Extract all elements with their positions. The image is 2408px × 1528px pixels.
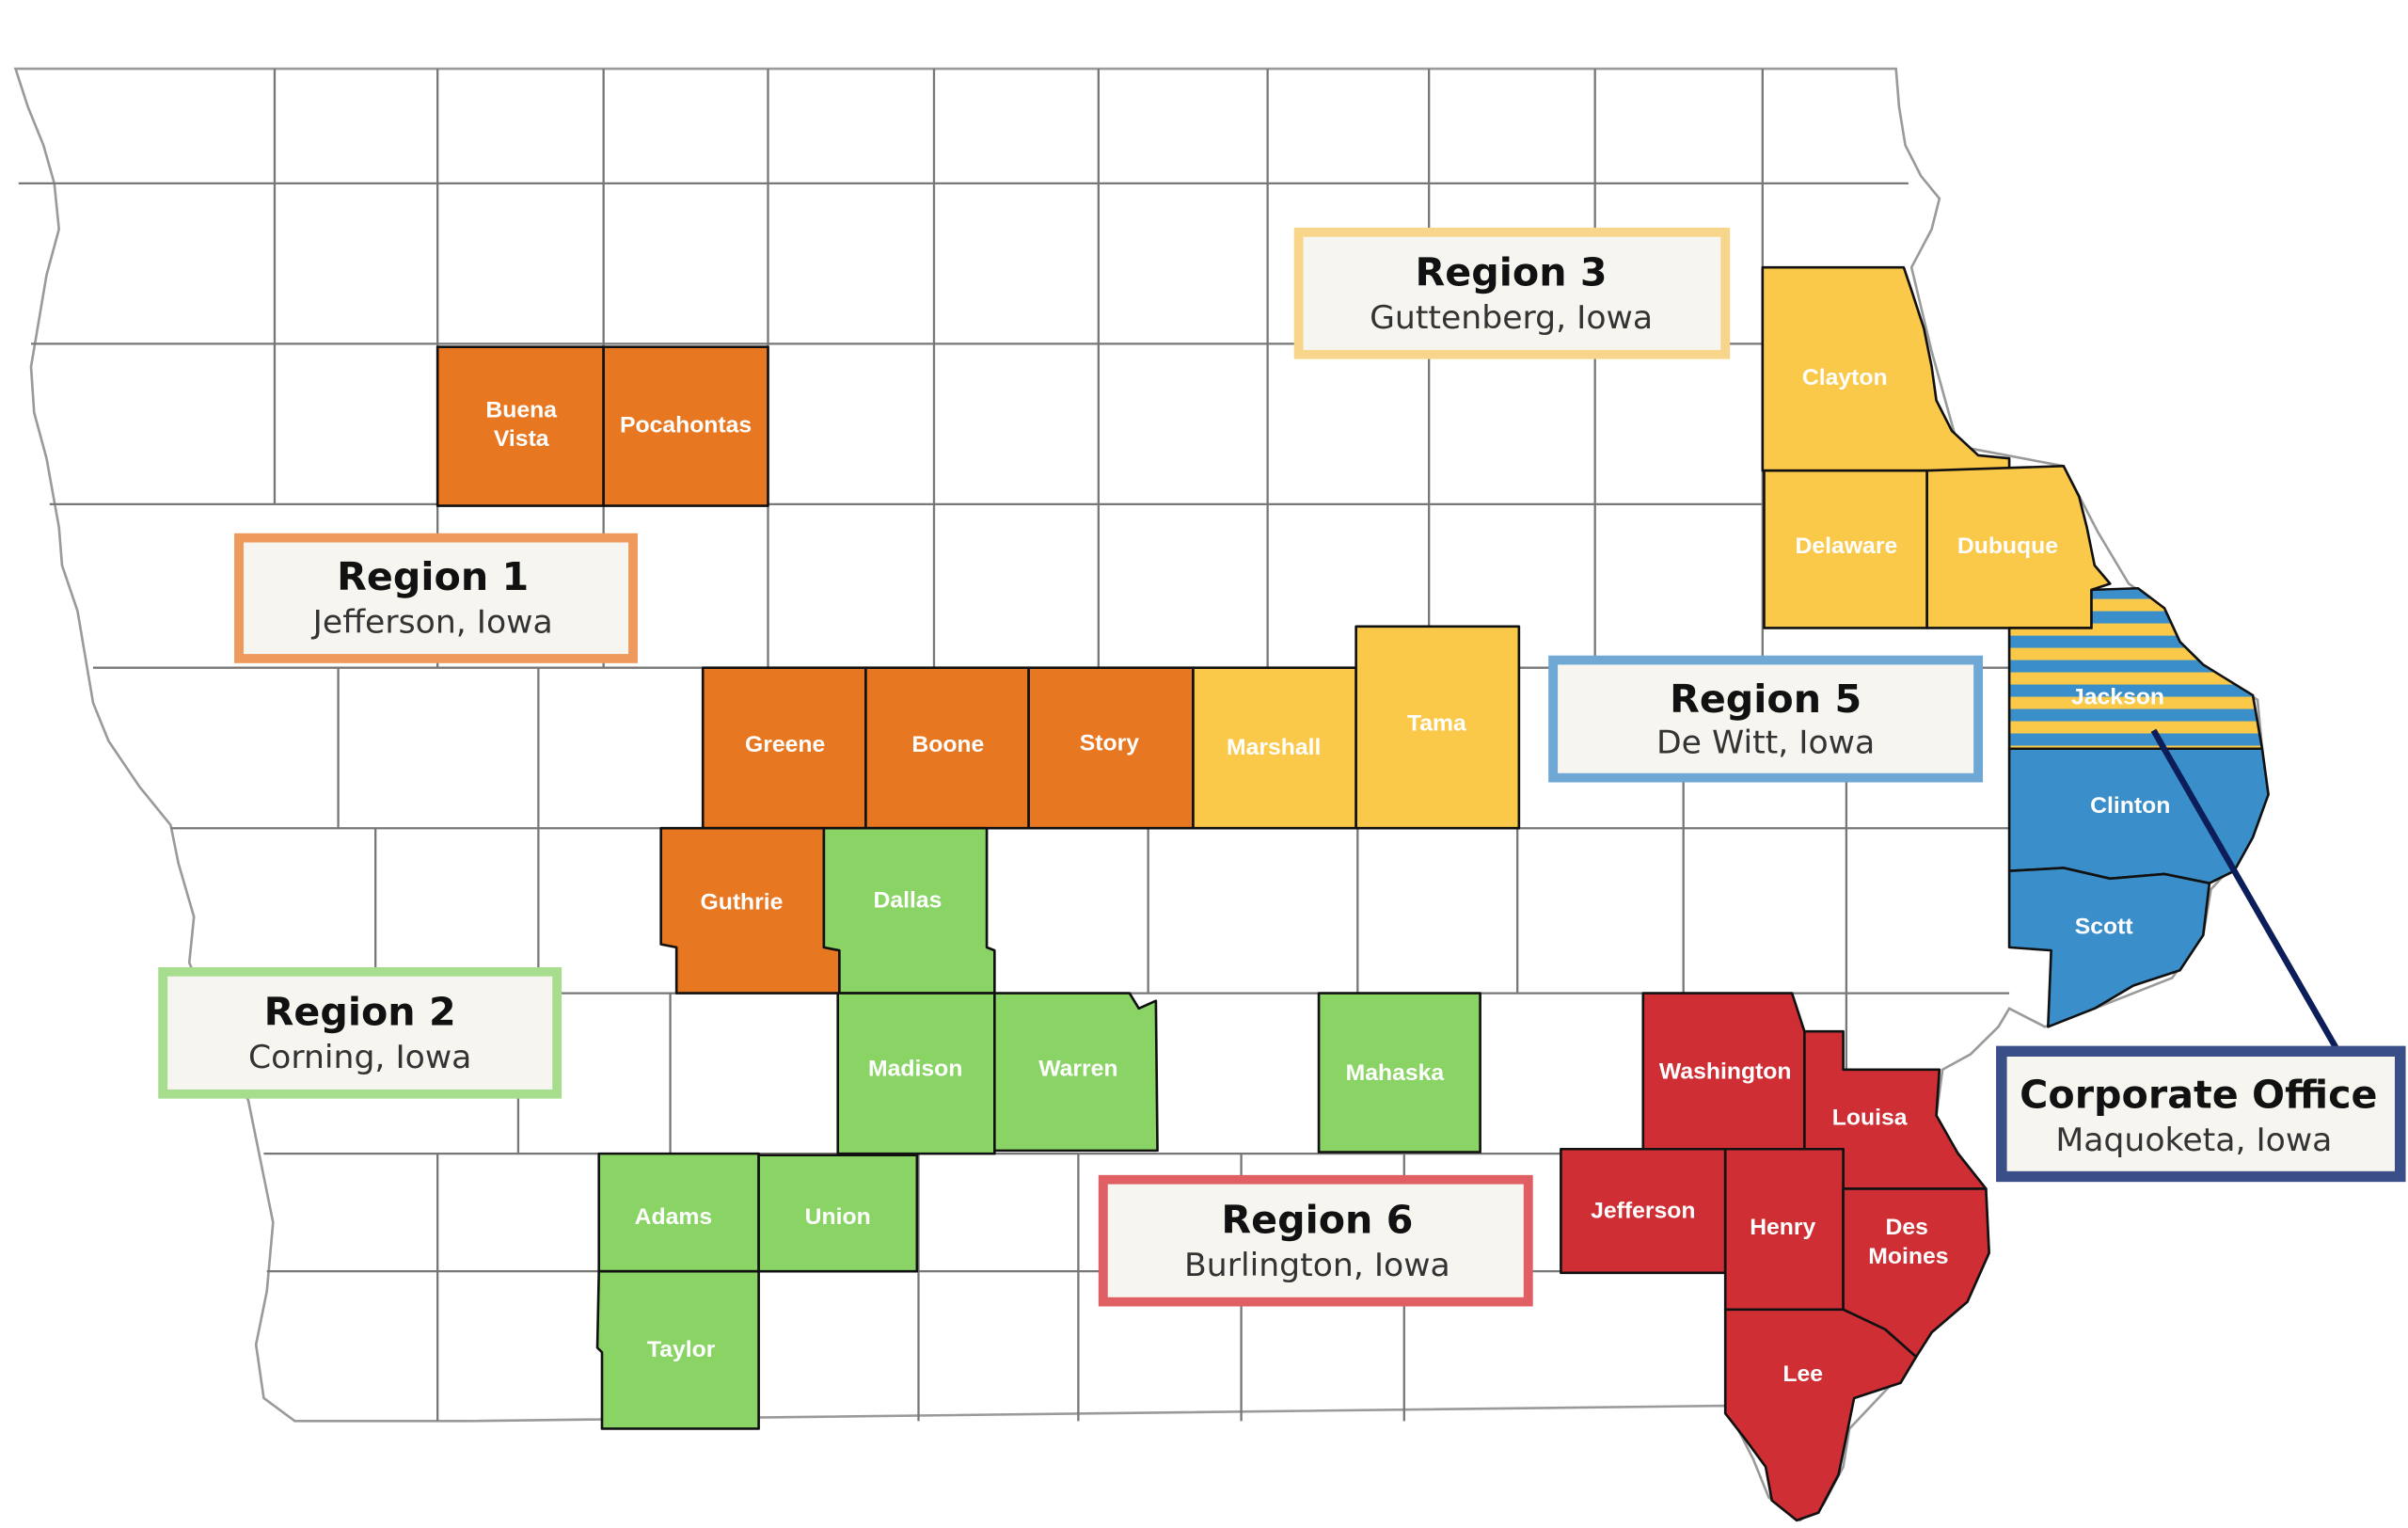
county-union[interactable] [757, 1154, 919, 1273]
region6-city: Burlington, Iowa [1184, 1247, 1450, 1284]
county-label-jackson: Jackson [2071, 685, 2164, 710]
county-greene[interactable] [701, 666, 867, 830]
county-buena-vista[interactable] [436, 345, 605, 507]
county-label-madison: Madison [868, 1056, 962, 1081]
county-label-mahaska: Mahaska [1346, 1060, 1445, 1086]
region2-counties [595, 826, 1481, 1430]
county-label-clinton: Clinton [2090, 793, 2170, 819]
county-marshall[interactable] [1192, 666, 1357, 830]
region1-label-box: Region 1 Jefferson, Iowa [234, 533, 638, 663]
county-labels: Buena Vista Pocahontas Greene Boone Stor… [485, 365, 2170, 1387]
county-label-des-moines-line1: Des [1886, 1215, 1928, 1240]
region6-counties [1560, 992, 1990, 1522]
region2-label-box: Region 2 Corning, Iowa [158, 966, 562, 1099]
county-label-dallas: Dallas [874, 888, 943, 914]
county-label-buena-vista-line2: Vista [494, 426, 549, 452]
county-label-boone: Boone [911, 732, 984, 757]
region1-title: Region 1 [337, 554, 529, 599]
corporate-office-label-box: Corporate Office Maquoketa, Iowa [1996, 1045, 2406, 1183]
region1-city: Jefferson, Iowa [311, 604, 553, 642]
county-boone[interactable] [864, 666, 1030, 830]
county-label-union: Union [805, 1204, 871, 1230]
county-label-guthrie: Guthrie [700, 889, 783, 915]
county-label-story: Story [1080, 731, 1140, 756]
county-label-pocahontas: Pocahontas [620, 413, 752, 438]
region3-box [1293, 227, 1731, 359]
region6-title: Region 6 [1221, 1198, 1413, 1243]
corporate-office-city: Maquoketa, Iowa [2055, 1122, 2332, 1159]
region6-box [1098, 1174, 1533, 1307]
county-label-washington: Washington [1659, 1059, 1792, 1085]
corporate-office-box [1996, 1045, 2406, 1183]
office-pointer-line [2150, 728, 2343, 1057]
region1-counties [436, 345, 1195, 995]
region6-label-box: Region 6 Burlington, Iowa [1098, 1174, 1533, 1307]
county-label-lee: Lee [1782, 1361, 1823, 1387]
county-pocahontas[interactable] [602, 345, 769, 507]
county-label-buena-vista-line1: Buena [485, 398, 557, 423]
county-mahaska[interactable] [1317, 992, 1481, 1154]
county-delaware[interactable] [1763, 469, 1928, 629]
county-label-tama: Tama [1407, 710, 1466, 736]
county-label-taylor: Taylor [647, 1337, 716, 1362]
county-label-marshall: Marshall [1227, 735, 1321, 760]
county-label-scott: Scott [2075, 914, 2133, 939]
county-lee[interactable] [1723, 1308, 1918, 1522]
region2-box [158, 966, 562, 1099]
corporate-office-title: Corporate Office [2020, 1073, 2377, 1118]
region3-city: Guttenberg, Iowa [1370, 299, 1653, 337]
county-warren[interactable] [993, 992, 1159, 1153]
county-story[interactable] [1027, 666, 1195, 830]
region2-city: Corning, Iowa [248, 1039, 471, 1076]
county-label-delaware: Delaware [1796, 533, 1898, 559]
region3-title: Region 3 [1416, 250, 1608, 295]
county-label-greene: Greene [745, 732, 825, 757]
region3-counties [1192, 265, 2112, 830]
county-label-adams: Adams [635, 1204, 712, 1230]
county-label-warren: Warren [1038, 1056, 1117, 1081]
county-label-louisa: Louisa [1832, 1105, 1908, 1130]
county-taylor[interactable] [595, 1269, 760, 1430]
region1-box [234, 533, 638, 663]
county-label-jefferson: Jefferson [1591, 1198, 1695, 1223]
region2-title: Region 2 [264, 990, 456, 1035]
county-label-clayton: Clayton [1802, 365, 1888, 390]
region5-counties [2007, 586, 2270, 1028]
region3-label-box: Region 3 Guttenberg, Iowa [1293, 227, 1731, 359]
county-tama[interactable] [1354, 625, 1521, 830]
region5-box [1548, 655, 1984, 783]
region5-city: De Witt, Iowa [1656, 724, 1875, 762]
region5-title: Region 5 [1670, 676, 1861, 722]
county-scott[interactable] [2007, 867, 2211, 1028]
county-jefferson[interactable] [1560, 1147, 1727, 1275]
county-label-henry: Henry [1750, 1215, 1815, 1240]
region5-label-box: Region 5 De Witt, Iowa [1548, 655, 1984, 783]
county-label-dubuque: Dubuque [1957, 533, 2058, 559]
county-madison[interactable] [836, 992, 996, 1155]
county-label-des-moines-line2: Moines [1868, 1244, 1948, 1269]
